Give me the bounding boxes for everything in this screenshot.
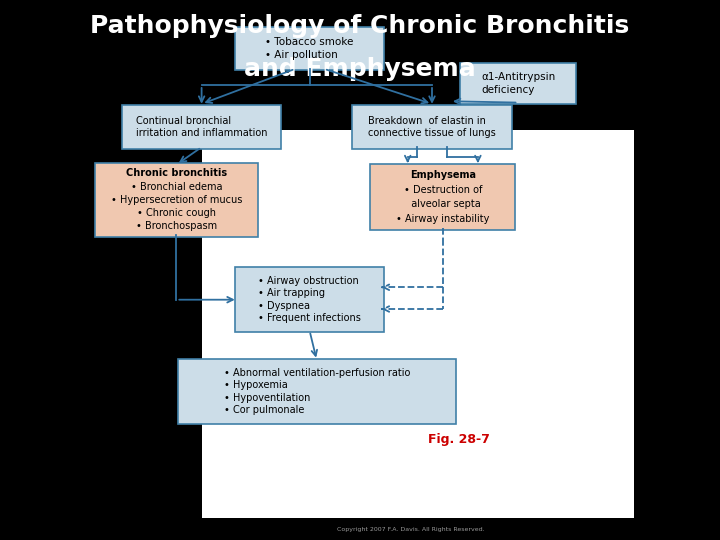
FancyBboxPatch shape (122, 105, 282, 148)
Text: Continual bronchial
irritation and inflammation: Continual bronchial irritation and infla… (136, 116, 267, 138)
FancyBboxPatch shape (461, 63, 577, 104)
Text: Pathophysiology of Chronic Bronchitis: Pathophysiology of Chronic Bronchitis (91, 14, 629, 37)
Text: Copyright 2007 F.A. Davis. All Rights Reserved.: Copyright 2007 F.A. Davis. All Rights Re… (336, 527, 485, 532)
Text: Fig. 28-7: Fig. 28-7 (428, 433, 490, 447)
FancyBboxPatch shape (353, 105, 511, 148)
Text: • Airway instability: • Airway instability (396, 214, 490, 224)
Text: • Destruction of: • Destruction of (404, 185, 482, 195)
FancyBboxPatch shape (370, 164, 516, 230)
Text: • Abnormal ventilation-perfusion ratio
• Hypoxemia
• Hypoventilation
• Cor pulmo: • Abnormal ventilation-perfusion ratio •… (224, 368, 410, 415)
Text: and Emphysema: and Emphysema (244, 57, 476, 80)
Text: • Hypersecretion of mucus: • Hypersecretion of mucus (111, 195, 242, 205)
Text: α1-Antitrypsin
deficiency: α1-Antitrypsin deficiency (481, 72, 556, 95)
FancyBboxPatch shape (235, 26, 384, 70)
Text: • Bronchospasm: • Bronchospasm (136, 221, 217, 231)
Text: Breakdown  of elastin in
connective tissue of lungs: Breakdown of elastin in connective tissu… (368, 116, 496, 138)
Text: Emphysema: Emphysema (410, 171, 476, 180)
FancyBboxPatch shape (178, 359, 456, 424)
FancyBboxPatch shape (202, 130, 634, 518)
Text: • Tobacco smoke
• Air pollution: • Tobacco smoke • Air pollution (266, 37, 354, 60)
Text: Chronic bronchitis: Chronic bronchitis (126, 168, 227, 178)
Text: • Bronchial edema: • Bronchial edema (130, 181, 222, 192)
Text: • Chronic cough: • Chronic cough (137, 208, 216, 218)
FancyBboxPatch shape (95, 163, 258, 237)
Text: alveolar septa: alveolar septa (405, 199, 481, 210)
Text: • Airway obstruction
• Air trapping
• Dyspnea
• Frequent infections: • Airway obstruction • Air trapping • Dy… (258, 276, 361, 323)
FancyBboxPatch shape (235, 267, 384, 332)
